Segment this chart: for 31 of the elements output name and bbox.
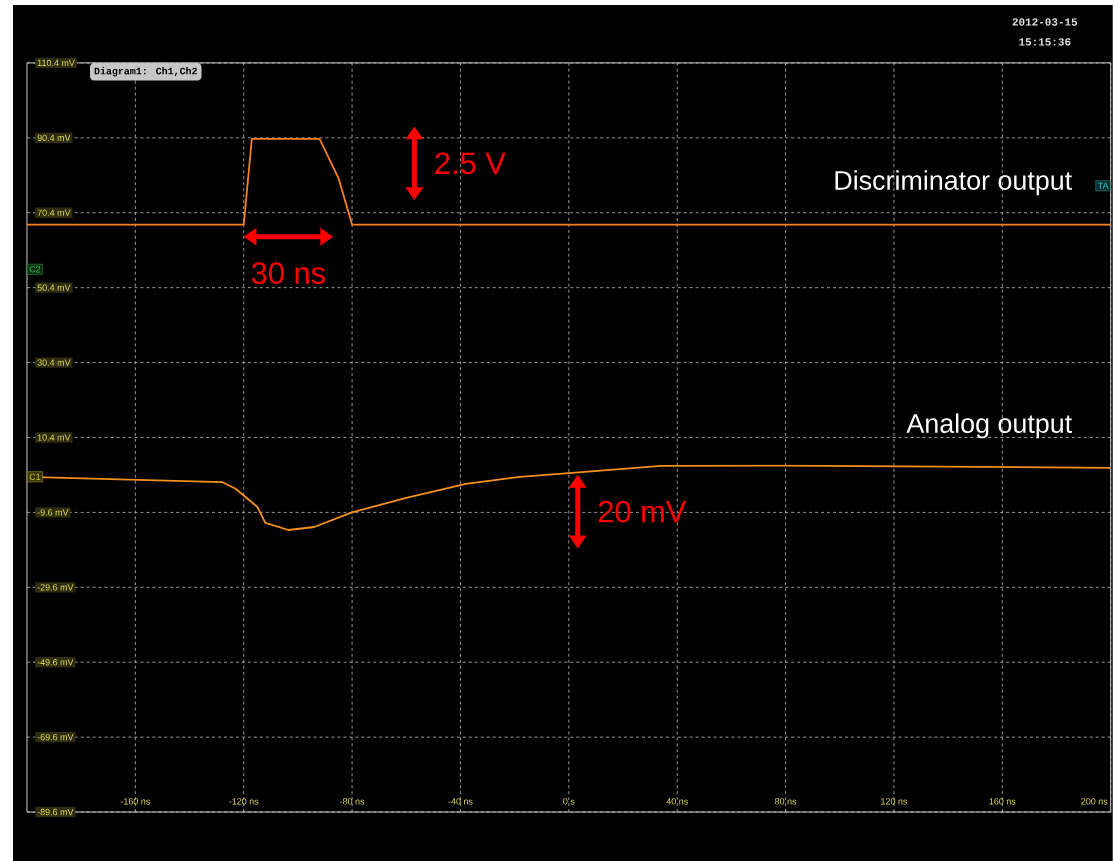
x-tick-label: 160 ns [989,798,1016,805]
annotation: TA [1097,182,1109,189]
y-tick-label: 10.4 mV [37,434,71,441]
y-tick-label: 50.4 mV [37,284,71,291]
x-tick-label: -120 ns [229,798,259,805]
y-tick-label: -89.6 mV [37,808,74,816]
y-tick-label: 90.4 mV [37,134,71,142]
series-label: Discriminator output [835,170,1072,196]
annotation: C2 [29,266,41,273]
x-tick-label: 40 ns [666,798,688,805]
y-tick-label: -49.6 mV [37,659,74,666]
x-tick-label: -40 ns [448,798,473,805]
y-tick-label: -29.6 mV [37,584,74,591]
y-tick-label: 30.4 mV [37,359,71,366]
text: 2012-03-15 15:15:36 [1012,18,1078,46]
chart-title: Diagram1: Ch1,Ch2 [94,67,197,77]
y-tick-label: -69.6 mV [37,733,74,741]
x-tick-label: 0 s [563,798,575,805]
series-label: Analog output [906,413,1072,439]
x-tick-label: 120 ns [881,798,908,805]
y-tick-label: 70.4 mV [37,209,71,216]
y-tick-label: -9.6 mV [37,509,69,516]
x-tick-label: 80 ns [775,798,797,805]
y-tick-label: 110.4 mV [37,59,75,67]
x-tick-label: -80 ns [340,798,365,805]
annotation: 20 mV [598,500,687,523]
annotation: 30 ns [251,262,325,285]
x-tick-label: 200 ns [1081,798,1108,805]
annotation: 2.5 V [435,152,506,175]
annotation: C1 [29,473,41,480]
x-tick-label: -160 ns [120,798,150,805]
